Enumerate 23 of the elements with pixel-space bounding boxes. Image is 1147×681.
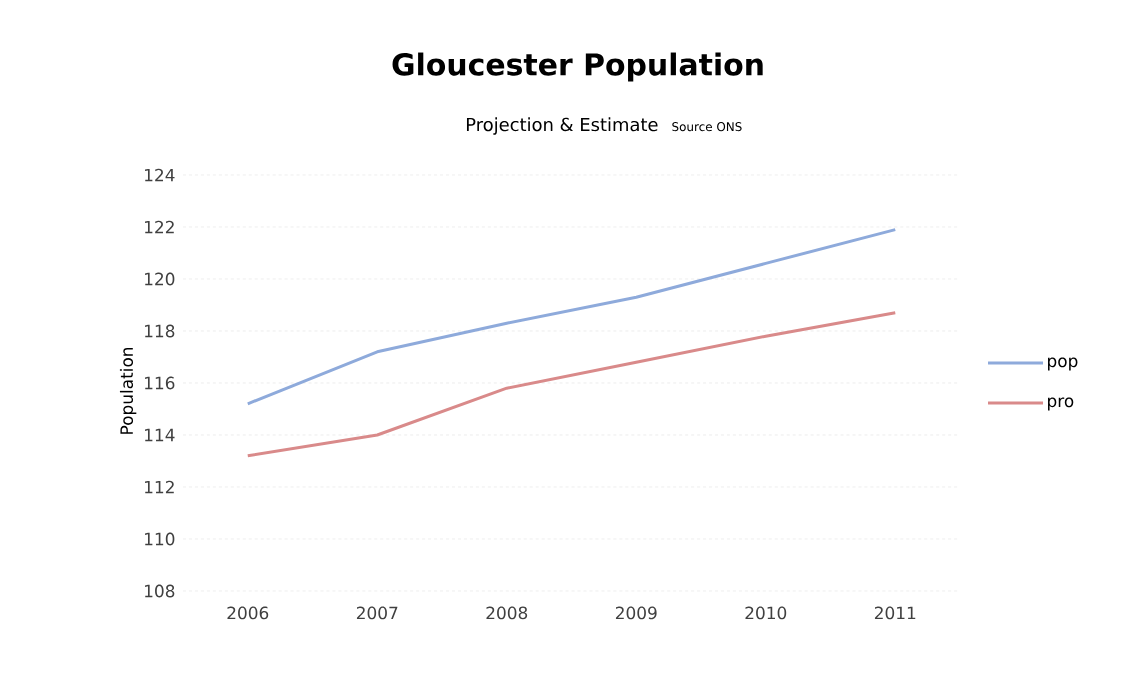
- x-tick-label: 2011: [874, 606, 916, 620]
- y-tick-label: 116: [145, 376, 175, 390]
- y-tick-label: 124: [145, 168, 175, 182]
- chart-title: Gloucester Population: [392, 52, 763, 82]
- x-tick-label: 2009: [615, 606, 657, 620]
- y-tick-label: 122: [145, 220, 174, 234]
- x-tick-label: 2007: [356, 606, 398, 620]
- x-tick-label: 2006: [227, 606, 269, 620]
- y-tick-label: 108: [145, 584, 175, 598]
- y-tick-label: 114: [145, 428, 175, 442]
- legend-label: pro: [1048, 397, 1074, 411]
- y-tick-label: 110: [145, 532, 175, 546]
- line-series: [246, 311, 897, 458]
- line-series: [246, 228, 897, 406]
- x-tick-label: 2010: [745, 606, 787, 620]
- chart-subtitle: Projection & Estimate: [466, 117, 658, 135]
- y-tick-label: 120: [145, 272, 175, 286]
- x-tick-label: 2008: [486, 606, 528, 620]
- legend-label: pop: [1048, 357, 1078, 371]
- source-note: Source ONS: [672, 122, 742, 132]
- y-tick-label: 118: [145, 324, 175, 338]
- y-axis-title: Population: [119, 347, 137, 434]
- y-tick-label: 112: [145, 480, 174, 494]
